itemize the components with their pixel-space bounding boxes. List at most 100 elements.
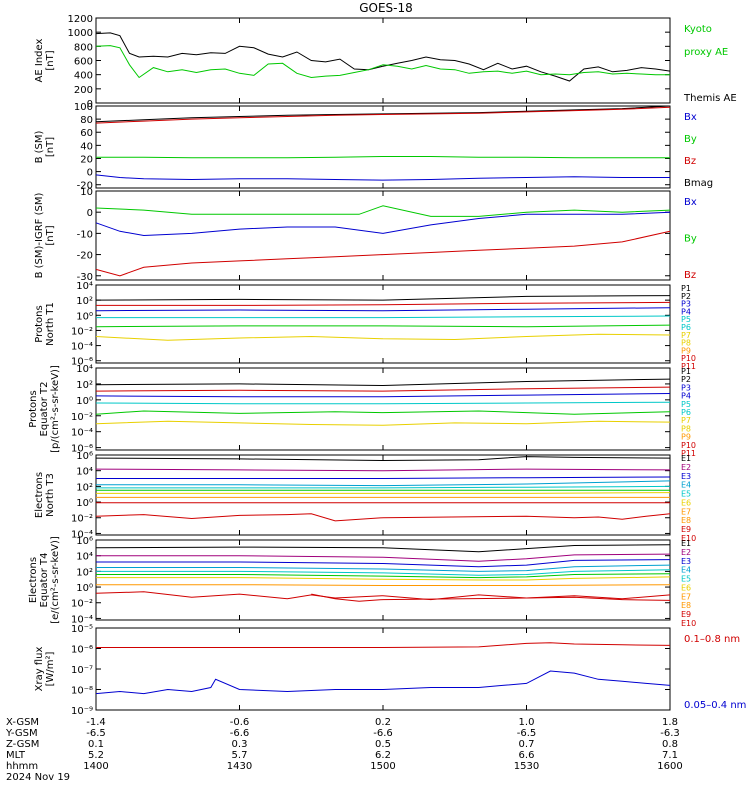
channel-label: E7: [681, 507, 691, 516]
series-line-p3: [95, 393, 671, 398]
channel-label: E1: [681, 539, 691, 548]
series-line-0-1-0-8-nm: [96, 642, 671, 648]
legend-label: Bx: [684, 197, 697, 208]
channel-label: P9: [681, 433, 691, 442]
series-line-bz: [95, 230, 671, 277]
series-line-bx: [95, 211, 671, 237]
channel-label: E2: [681, 463, 691, 472]
panel-frame: [95, 190, 671, 281]
y-tick-label: 10⁻²: [71, 412, 93, 423]
y-axis-label: [p/(cm²-s-sr-keV)]: [50, 365, 61, 453]
series-line-p4: [95, 401, 671, 405]
ephemeris-value: -6.5: [517, 728, 537, 739]
legend-label: 0.05–0.4 nm: [684, 700, 746, 711]
channel-label: E5: [681, 490, 691, 499]
panel-ae: 1200 1000 800 600 400 200 0 AE Index [nT] Kyoto pr…: [34, 14, 737, 110]
y-tick-label: 10²: [76, 482, 93, 493]
y-tick-label: 0: [87, 208, 93, 219]
ephemeris-value: 1530: [514, 761, 539, 772]
channel-label: E9: [681, 610, 691, 619]
series-line-e7: [96, 492, 671, 494]
ephemeris-value: 0.1: [88, 739, 104, 750]
legend-label: Bx: [684, 112, 697, 123]
legend-label: proxy AE: [684, 47, 728, 58]
ephemeris-value: -6.6: [373, 728, 393, 739]
y-axis-label: [nT]: [45, 50, 56, 70]
date-label: 2024 Nov 19: [6, 772, 70, 783]
channel-label: E5: [681, 575, 691, 584]
ephemeris-value: 1500: [370, 761, 395, 772]
series-line-by: [95, 205, 671, 217]
y-tick-label: 10⁻⁷: [71, 665, 93, 676]
ephemeris-value: 6.6: [519, 750, 535, 761]
y-tick-label: -20: [77, 181, 93, 192]
channel-label: E9: [681, 525, 691, 534]
channel-label: P6: [681, 323, 691, 332]
ephemeris-value: 1430: [227, 761, 252, 772]
channel-label: E4: [681, 566, 691, 575]
series-line-e9: [95, 591, 671, 601]
series-line-p3: [95, 307, 671, 312]
y-tick-label: 10⁰: [76, 311, 93, 322]
series-line-p5: [95, 410, 671, 415]
y-tick-label: 10⁻⁴: [71, 342, 93, 353]
ephemeris-row-label: MLT: [6, 750, 26, 761]
y-tick-label: 10⁶: [76, 536, 93, 547]
channel-label: P7: [681, 416, 691, 425]
y-tick-label: 200: [74, 85, 93, 96]
plot-title: GOES-18: [359, 1, 413, 15]
series-line-bmag: [95, 105, 671, 123]
channel-label: P3: [681, 300, 691, 309]
series-line-p6: [95, 420, 671, 426]
y-axis-label: B (SM)-IGRF (SM): [34, 193, 45, 279]
channel-label: P5: [681, 400, 691, 409]
ephemeris-value: 0.3: [232, 739, 248, 750]
channel-label: E8: [681, 516, 691, 525]
y-tick-label: 10⁴: [76, 281, 93, 292]
series-line-e4: [96, 480, 671, 487]
ephemeris-value: 1600: [657, 761, 682, 772]
y-tick-label: 10⁰: [76, 498, 93, 509]
y-tick-label: 10⁻⁸: [71, 686, 93, 697]
panel-frame: [95, 627, 671, 711]
series-line-e4: [96, 564, 671, 572]
y-tick-label: 10²: [76, 380, 93, 391]
series-line-by: [96, 156, 670, 159]
series-line-p4: [96, 315, 671, 319]
y-tick-label: 10⁻²: [71, 326, 93, 337]
channel-label: E8: [681, 601, 691, 610]
y-axis-label: North T1: [45, 302, 56, 346]
panel-bsm: 100 80 60 40 20 0 -20 B (SM) [nT] Bx By Bz Bmag: [34, 102, 713, 192]
y-tick-label: 1000: [68, 28, 93, 39]
ephemeris-value: -6.6: [230, 728, 250, 739]
ephemeris-value: 1.0: [519, 717, 535, 728]
x-axis-ephemeris: X-GSM -1.4 -0.6 0.2 1.0 1.8 Y-GSM -6.5 -6.6 -6.6 -…: [5, 717, 683, 783]
y-tick-label: 0: [87, 99, 93, 110]
ephemeris-row-label: X-GSM: [6, 717, 39, 728]
y-axis-label: Xray flux: [34, 647, 45, 692]
channel-label: E6: [681, 498, 691, 507]
y-axis-label: Electrons: [28, 557, 39, 603]
ephemeris-value: 6.2: [375, 750, 391, 761]
channel-label: P1: [681, 367, 691, 376]
channel-label: P3: [681, 383, 691, 392]
panel-frame: [95, 17, 671, 104]
channel-label: P5: [681, 315, 691, 324]
ephemeris-row-label: Z-GSM: [6, 739, 39, 750]
ephemeris-row-label: Y-GSM: [5, 728, 38, 739]
panel-pe: 10⁴ 10² 10⁰ 10⁻² 10⁻⁴ 10⁻⁶ Protons Equator T2 [p…: [28, 364, 696, 458]
series-line-p2: [95, 386, 671, 392]
y-tick-label: -30: [77, 272, 93, 283]
channel-label: P1: [681, 284, 691, 293]
y-axis-label: [nT]: [45, 137, 56, 157]
channel-label: E1: [681, 454, 691, 463]
panel-frame: [95, 284, 671, 364]
series-line-e2: [95, 468, 671, 472]
ephemeris-value: 0.7: [519, 739, 535, 750]
ephemeris-value: 5.2: [88, 750, 104, 761]
panel-frame: [95, 454, 671, 536]
series-line-e10: [95, 513, 671, 522]
y-tick-label: 10⁻²: [71, 599, 93, 610]
